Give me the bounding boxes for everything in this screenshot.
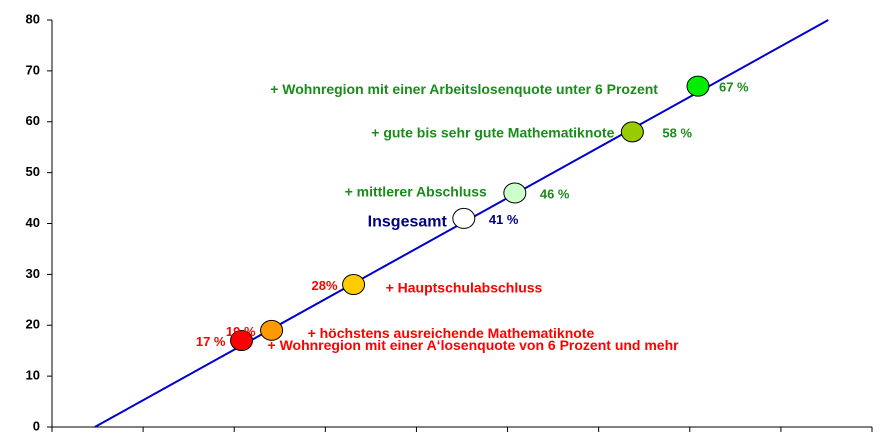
- annotation: + gute bis sehr gute Mathematiknote: [371, 125, 614, 141]
- point: [342, 274, 366, 296]
- value-label: 67 %: [719, 80, 749, 95]
- y-tick-label: 10: [26, 368, 40, 383]
- value-label: 41 %: [489, 212, 519, 227]
- y-tick-label: 40: [26, 215, 40, 230]
- annotation: + mittlerer Abschluss: [345, 184, 487, 200]
- point: [503, 182, 527, 204]
- annotation: + Wohnregion mit einer A‘losenquote von …: [268, 337, 680, 353]
- value-label: 58 %: [662, 125, 692, 140]
- y-tick-label: 70: [26, 62, 40, 77]
- point: [620, 121, 644, 143]
- value-label: 28%: [312, 278, 338, 293]
- annotation: Insgesamt: [368, 214, 448, 231]
- point: [230, 330, 254, 352]
- value-label: 19 %: [226, 324, 256, 339]
- value-label: 46 %: [540, 186, 570, 201]
- y-tick-label: 30: [26, 266, 40, 281]
- y-tick-label: 20: [26, 317, 40, 332]
- annotation: + Hauptschulabschluss: [386, 279, 543, 295]
- y-tick-label: 50: [26, 164, 40, 179]
- point: [686, 75, 710, 97]
- y-tick-label: 60: [26, 113, 40, 128]
- value-label: 17 %: [196, 334, 226, 349]
- y-tick-label: 80: [26, 11, 40, 26]
- y-tick-label: 0: [33, 418, 40, 433]
- annotation: + höchstens ausreichende Mathematiknote: [308, 325, 595, 341]
- point: [452, 207, 476, 229]
- annotation: + Wohnregion mit einer Arbeitslosenquote…: [270, 81, 658, 97]
- point: [260, 319, 284, 341]
